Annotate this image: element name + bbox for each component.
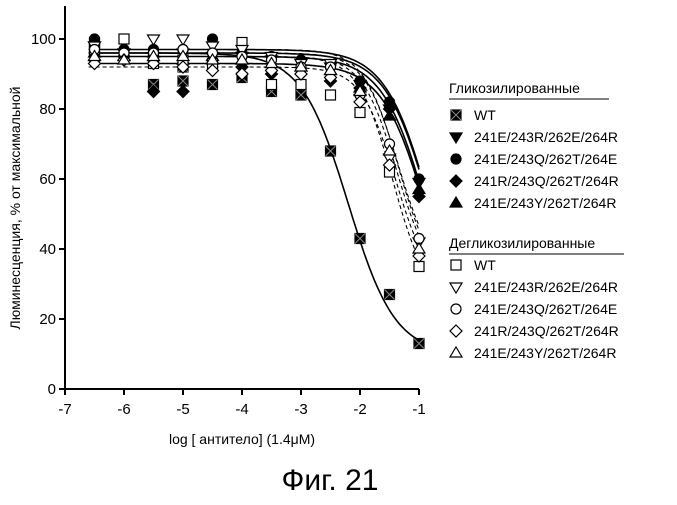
x-tick-label: -5 bbox=[176, 401, 189, 418]
data-point bbox=[326, 146, 336, 156]
data-point-shape bbox=[177, 86, 189, 98]
legend-marker bbox=[451, 154, 461, 164]
fit-curve bbox=[89, 57, 419, 182]
data-point bbox=[414, 339, 424, 349]
data-point bbox=[208, 80, 218, 90]
data-point-shape bbox=[148, 35, 160, 45]
data-point bbox=[296, 90, 306, 100]
legend-header-glycosylated: Гликозилированные bbox=[449, 80, 580, 96]
legend-marker-shape bbox=[450, 283, 462, 293]
x-tick-label: -1 bbox=[412, 401, 425, 418]
legend-marker bbox=[450, 197, 462, 207]
y-tick-label: 60 bbox=[39, 171, 56, 188]
data-point-shape bbox=[177, 35, 189, 45]
x-tick-label: -4 bbox=[235, 401, 248, 418]
x-tick-label: -3 bbox=[294, 401, 307, 418]
data-point bbox=[296, 80, 306, 90]
legend-item-label: WT bbox=[474, 107, 496, 123]
legend-item-label: 241E/243R/262E/264R bbox=[474, 279, 618, 295]
fit-curve bbox=[89, 67, 419, 246]
data-point bbox=[148, 35, 160, 45]
data-point-shape bbox=[355, 108, 365, 118]
legend-item-label: 241E/243Y/262T/264R bbox=[474, 345, 616, 361]
legend-marker bbox=[451, 304, 461, 314]
legend-marker bbox=[450, 325, 462, 337]
legend-header-deglycosylated: Дегликозилированные bbox=[449, 235, 595, 251]
fit-curve bbox=[89, 57, 419, 236]
data-point-shape bbox=[296, 80, 306, 90]
y-axis-title: Люминесценция, % от максимальной bbox=[7, 87, 23, 330]
fit-curves bbox=[89, 50, 419, 341]
data-point-shape bbox=[413, 184, 425, 194]
x-axis-title: log [ антитело] (1.4μM) bbox=[169, 431, 315, 447]
x-tick-label: -2 bbox=[353, 401, 366, 418]
data-point bbox=[413, 184, 425, 194]
legend-item-label: 241E/243Y/262T/264R bbox=[474, 195, 616, 211]
fit-curve bbox=[89, 50, 419, 231]
legend-marker bbox=[450, 347, 462, 357]
legend-item-label: 241E/243Q/262T/264E bbox=[474, 301, 617, 317]
data-point-shape bbox=[267, 80, 277, 90]
legend-item-label: WT bbox=[474, 257, 496, 273]
legend-marker-shape bbox=[450, 133, 462, 143]
legend-marker-shape bbox=[450, 325, 462, 337]
legend: Гликозилированные Дегликозилированные WT… bbox=[449, 80, 624, 361]
legend-marker-shape bbox=[450, 197, 462, 207]
legend-item-label: 241E/243R/262E/264R bbox=[474, 129, 618, 145]
y-tick-label: 40 bbox=[39, 241, 56, 258]
data-point bbox=[119, 34, 129, 44]
data-point bbox=[177, 86, 189, 98]
legend-marker bbox=[451, 260, 461, 270]
legend-marker bbox=[450, 133, 462, 143]
legend-marker bbox=[450, 283, 462, 293]
data-point bbox=[267, 80, 277, 90]
legend-marker-shape bbox=[451, 304, 461, 314]
y-tick-label: 100 bbox=[31, 31, 56, 48]
legend-item-label: 241R/243Q/262T/264R bbox=[474, 173, 619, 189]
data-point bbox=[414, 262, 424, 272]
y-tick-label: 20 bbox=[39, 311, 56, 328]
legend-marker-shape bbox=[450, 347, 462, 357]
legend-marker-shape bbox=[451, 260, 461, 270]
legend-marker-shape bbox=[451, 154, 461, 164]
data-point-shape bbox=[119, 34, 129, 44]
data-point-shape bbox=[414, 262, 424, 272]
y-tick-label: 0 bbox=[48, 381, 56, 398]
data-point bbox=[355, 234, 365, 244]
legend-marker bbox=[451, 110, 461, 120]
y-tick-label: 80 bbox=[39, 101, 56, 118]
figure-caption: Фиг. 21 bbox=[282, 464, 379, 497]
fit-curve bbox=[89, 64, 419, 186]
data-point bbox=[385, 290, 395, 300]
x-tick-label: -7 bbox=[58, 401, 71, 418]
legend-marker-shape bbox=[450, 175, 462, 187]
data-points bbox=[89, 34, 426, 349]
legend-item-label: 241E/243Q/262T/264E bbox=[474, 151, 617, 167]
data-point bbox=[177, 35, 189, 45]
legend-marker bbox=[450, 175, 462, 187]
x-tick-label: -6 bbox=[117, 401, 130, 418]
data-point bbox=[326, 90, 336, 100]
legend-item-label: 241R/243Q/262T/264R bbox=[474, 323, 619, 339]
data-point bbox=[355, 108, 365, 118]
data-point bbox=[178, 76, 188, 86]
data-point-shape bbox=[326, 90, 336, 100]
